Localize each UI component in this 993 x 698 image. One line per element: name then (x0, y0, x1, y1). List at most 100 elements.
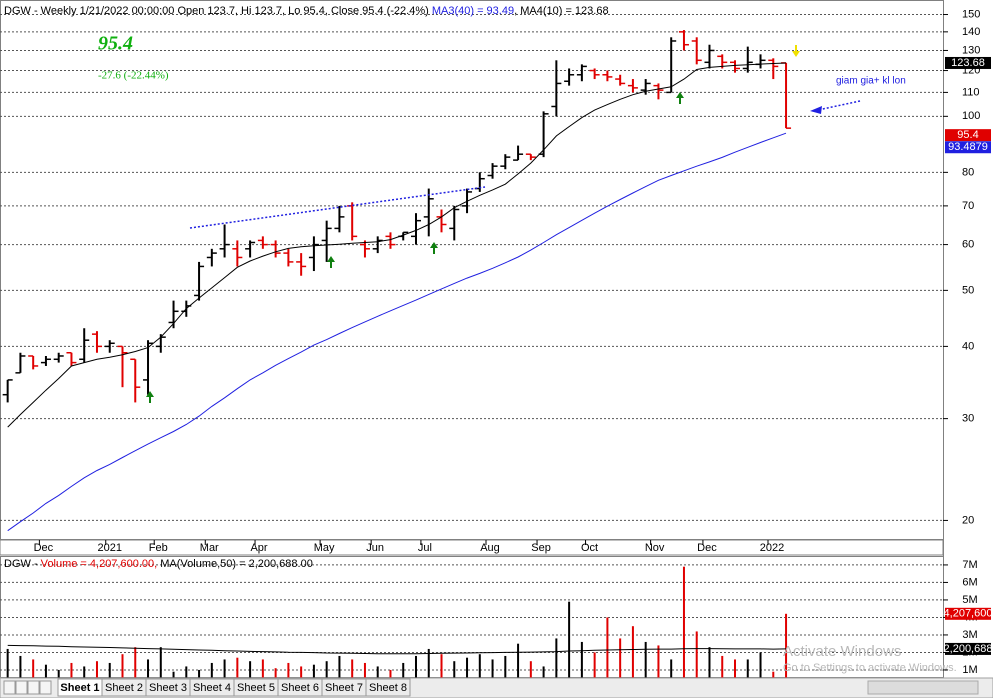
volume-bar (517, 643, 520, 678)
volume-bar (478, 654, 481, 678)
volume-bar (108, 662, 111, 678)
sheet-tab-label: Sheet 3 (149, 682, 187, 694)
value-tag-label: 93.4879 (948, 141, 988, 153)
volume-bar (555, 638, 558, 678)
buy-arrow (327, 256, 335, 268)
value-tag-label: 95.4 (957, 129, 978, 141)
x-tick-label: Jul (418, 542, 432, 554)
header-ma10: , MA4(10) = 123.68 (514, 5, 608, 17)
y-tick-label: 130 (962, 44, 980, 56)
volume-bar (453, 661, 456, 678)
volume-bar (759, 652, 762, 678)
y-tick-label: 60 (962, 238, 974, 250)
nav-first[interactable] (3, 680, 16, 695)
header-volume: Volume = 4,207,600.00, (41, 558, 158, 570)
watermark: Activate Windows (783, 643, 901, 660)
y-tick-label: 110 (962, 86, 980, 98)
volume-bar (134, 647, 137, 678)
volume-bar (83, 666, 86, 678)
volume-bar (172, 671, 175, 678)
value-tag (945, 642, 991, 655)
volume-bar (95, 661, 98, 678)
volume-bar (287, 662, 290, 678)
sheet-nav (3, 680, 52, 695)
volume-bar (198, 669, 201, 678)
y-tick-label: 30 (962, 413, 974, 425)
date-axis (0, 539, 944, 556)
x-tick-label: 2021 (97, 542, 121, 554)
volume-bar (261, 659, 264, 678)
volume-bar (32, 659, 35, 678)
volume-bar (414, 655, 417, 678)
volume-bar (708, 647, 711, 678)
x-tick-label: Oct (581, 542, 598, 554)
mark-layer (2, 30, 792, 678)
value-tag (945, 607, 991, 620)
volume-bar (580, 641, 583, 678)
moving-average (7, 62, 787, 428)
x-tick-label: Dec (34, 542, 54, 554)
sheet-tab-label: Sheet 7 (325, 682, 363, 694)
volume-bar (363, 662, 366, 678)
value-tag-label: 123.68 (951, 57, 985, 69)
y-tick-label: 7M (962, 559, 977, 571)
note-annotation: giam gia+ kl lon (836, 76, 906, 87)
volume-bar (6, 648, 9, 678)
volume-bar (44, 664, 47, 678)
volume-bar (159, 647, 162, 678)
y-tick-label: 100 (962, 110, 980, 122)
value-tag-label: 4,207,600 (944, 608, 993, 620)
volume-bar (312, 664, 315, 678)
volume-bar (695, 631, 698, 678)
x-tick-label: Feb (149, 542, 168, 554)
volume-bar (351, 659, 354, 678)
volume-bar (427, 648, 430, 678)
x-tick-label: Jun (366, 542, 384, 554)
moving-average (7, 132, 787, 532)
volume-bar (670, 659, 673, 678)
header-ma40: MA3(40) = 93.49 (432, 5, 514, 17)
x-tick-label: Mar (200, 542, 219, 554)
volume-bar (606, 617, 609, 678)
sell-arrow (792, 45, 800, 57)
volume-bar (440, 654, 443, 678)
sheet-tabs: Sheet 1 Sheet 2 Sheet 3 Sheet 4 Sheet 5 Sheet… (57, 678, 411, 697)
volume-bar (376, 666, 379, 678)
volume-bar (491, 659, 494, 678)
nav-last[interactable] (39, 680, 52, 695)
volume-bar (619, 638, 622, 678)
change-annotation: -27.6 (-22.44%) (98, 70, 169, 82)
volume-bar (325, 661, 328, 678)
nav-prev[interactable] (15, 680, 28, 695)
volume-bar (466, 657, 469, 678)
nav-next[interactable] (27, 680, 40, 695)
watermark-sub: Go to Settings to activate Windows. (783, 662, 957, 674)
x-tick-label: 2022 (760, 542, 784, 554)
header-ma: MA(Volume,50) = 2,200,688.00 (157, 558, 313, 570)
x-tick-label: Dec (697, 542, 717, 554)
x-tick-label: May (314, 542, 335, 554)
price-header: DGW - Weekly 1/21/2022 00:00:00 Open 123… (4, 5, 609, 17)
header-name: DGW - (4, 558, 41, 570)
sheet-tab-label: Sheet 1 (60, 682, 99, 694)
volume-bar (657, 645, 660, 678)
volume-bar (185, 666, 188, 678)
volume-bar (57, 669, 60, 678)
sheet-tab-label: Sheet 8 (369, 682, 407, 694)
volume-header: DGW - Volume = 4,207,600.00, MA(Volume,5… (4, 558, 313, 570)
scrollbar[interactable] (867, 680, 979, 695)
y-tick-label: 5M (962, 594, 977, 606)
x-tick-label: Aug (480, 542, 500, 554)
trendline (189, 186, 486, 229)
sheet-tab-label: Sheet 4 (193, 682, 231, 694)
volume-bar (121, 654, 124, 678)
volume-bar (274, 668, 277, 678)
volume-bar (593, 652, 596, 678)
y-tick-label: 80 (962, 166, 974, 178)
sheet-tab[interactable] (365, 678, 411, 697)
buy-arrow (430, 242, 438, 254)
volume-bar (389, 669, 392, 678)
value-tag-label: 2,200,688 (944, 643, 993, 655)
volume-bar (568, 601, 571, 678)
buy-signals (146, 92, 684, 403)
